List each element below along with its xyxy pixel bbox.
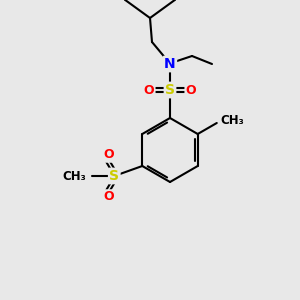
Text: O: O [103, 148, 114, 161]
Text: N: N [164, 57, 176, 71]
Text: S: S [165, 83, 175, 97]
Text: CH₃: CH₃ [62, 169, 86, 182]
Text: O: O [186, 83, 196, 97]
Text: O: O [144, 83, 154, 97]
Text: CH₃: CH₃ [221, 115, 244, 128]
Text: S: S [109, 169, 119, 183]
Text: O: O [103, 190, 114, 203]
